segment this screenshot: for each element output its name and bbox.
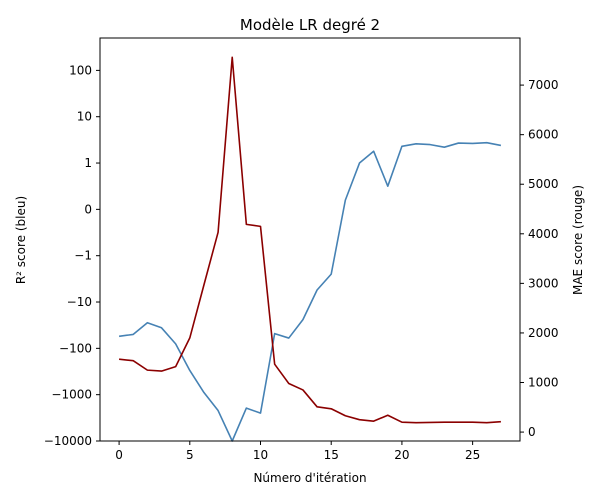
x-tick-label: 10 bbox=[253, 448, 268, 462]
left-y-tick-label: −10000 bbox=[44, 434, 92, 448]
x-tick-label: 15 bbox=[324, 448, 339, 462]
right-y-axis-title: MAE score (rouge) bbox=[571, 185, 585, 295]
right-y-axis: 0 1000 2000 3000 4000 5000 6000 7000 bbox=[520, 78, 559, 439]
left-y-tick-label: −1000 bbox=[51, 388, 92, 402]
left-y-tick-label: 0 bbox=[84, 202, 92, 216]
chart-title: Modèle LR degré 2 bbox=[240, 16, 380, 34]
right-y-tick-label: 6000 bbox=[528, 128, 559, 142]
right-y-tick-label: 4000 bbox=[528, 227, 559, 241]
left-y-tick-label: 1 bbox=[84, 156, 92, 170]
left-y-axis-title: R² score (bleu) bbox=[14, 196, 28, 284]
right-y-tick-label: 5000 bbox=[528, 177, 559, 191]
right-y-tick-label: 2000 bbox=[528, 326, 559, 340]
left-y-tick-label: 100 bbox=[69, 63, 92, 77]
x-tick-label: 20 bbox=[394, 448, 409, 462]
plot-frame bbox=[99, 37, 521, 442]
left-y-tick-label: −10 bbox=[67, 295, 92, 309]
x-axis-title: Número d'itération bbox=[253, 471, 366, 485]
x-tick-label: 0 bbox=[115, 448, 123, 462]
r2-series-line bbox=[118, 141, 502, 442]
right-y-tick-label: 3000 bbox=[528, 276, 559, 290]
mae-series-line bbox=[119, 56, 501, 424]
right-y-tick-label: 7000 bbox=[528, 78, 559, 92]
x-axis: 0 5 10 15 20 25 bbox=[115, 441, 480, 462]
x-tick-label: 5 bbox=[186, 448, 194, 462]
right-y-tick-label: 1000 bbox=[528, 376, 559, 390]
left-y-tick-label: −1 bbox=[74, 249, 92, 263]
right-y-tick-label: 0 bbox=[528, 425, 536, 439]
series-layer bbox=[118, 56, 502, 442]
left-y-tick-label: 10 bbox=[77, 110, 92, 124]
x-tick-label: 25 bbox=[465, 448, 480, 462]
left-y-tick-label: −100 bbox=[59, 341, 92, 355]
